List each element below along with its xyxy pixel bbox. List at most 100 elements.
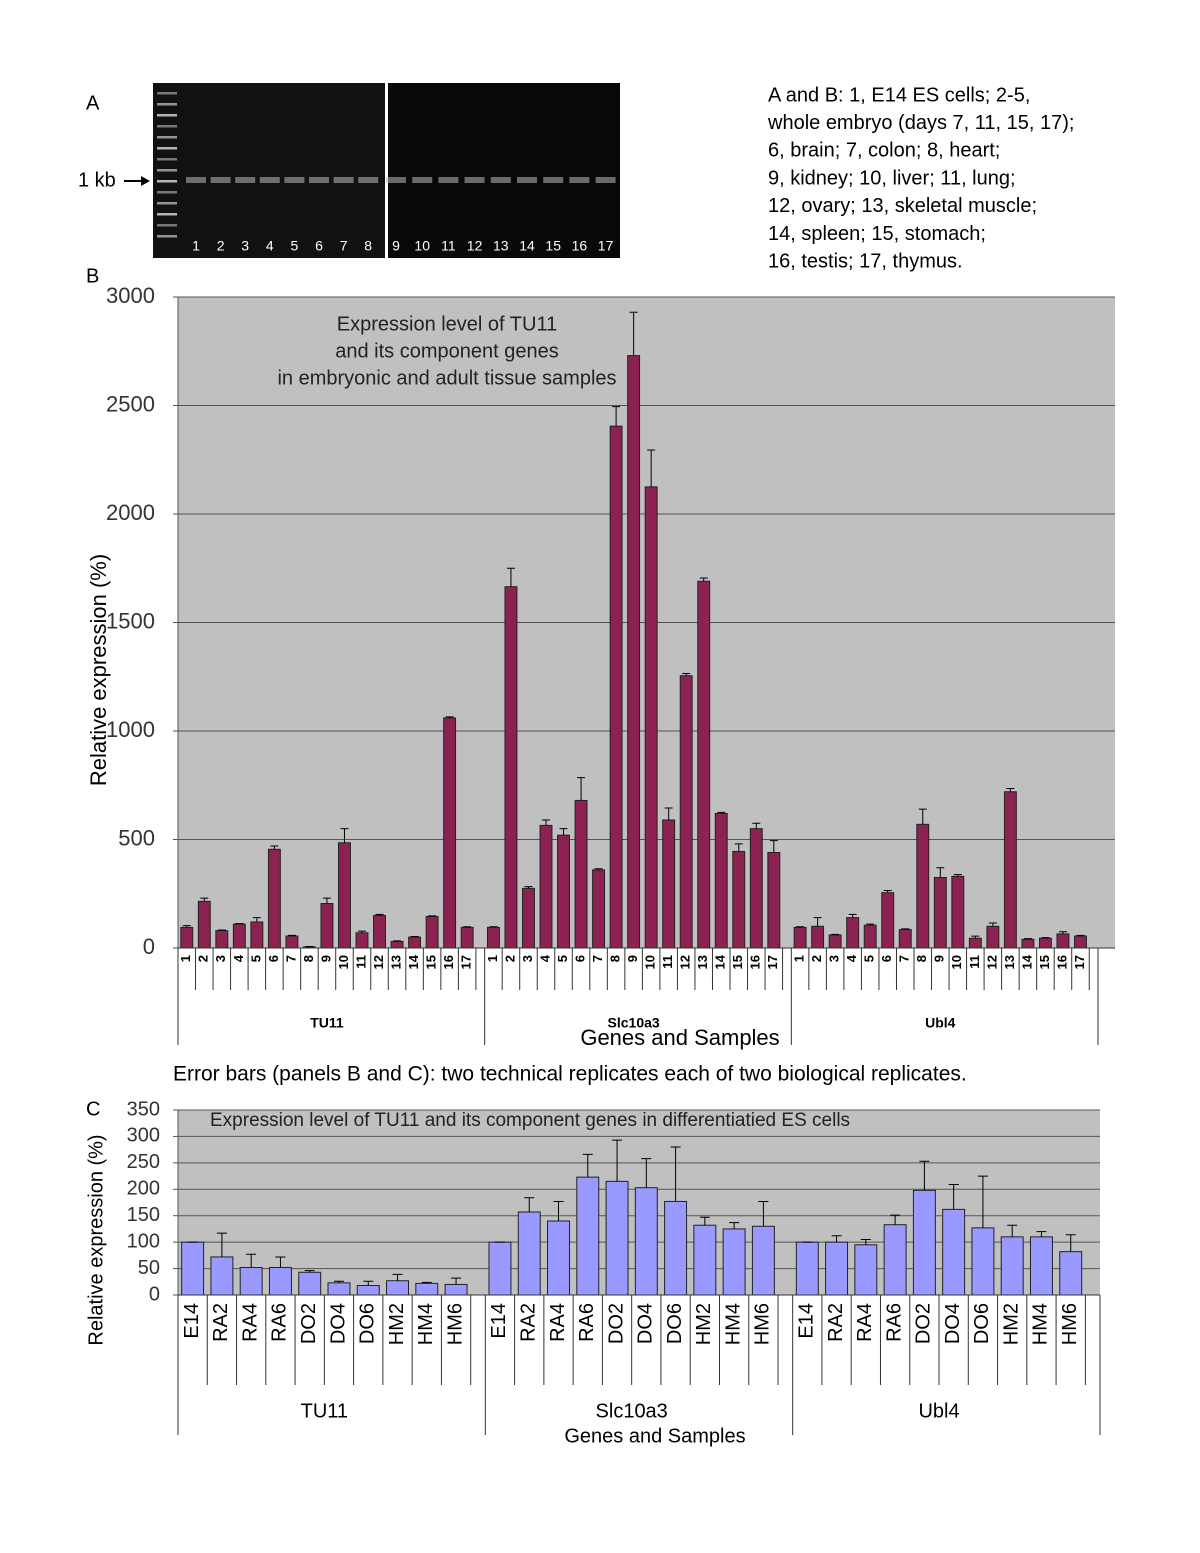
lane-label: 1 [192,238,200,254]
x-tick-label: DO6 [971,1303,993,1344]
bar [267,848,281,949]
x-tick-label: E14 [181,1303,203,1339]
x-tick-label: 8 [608,955,623,962]
error-bar [582,1153,593,1178]
panel-label: B [86,265,99,287]
bar [863,924,877,949]
error-bar [559,828,568,836]
bar [557,834,570,949]
error-bar [410,935,419,938]
bar [298,1271,322,1296]
lane-label: 9 [392,238,400,254]
error-bar [322,897,331,904]
gel-band [464,177,485,183]
error-bar [612,406,621,427]
marker-arrowhead [141,176,150,186]
bar [662,819,676,949]
lane-label: 3 [241,238,249,254]
gel-left [153,83,385,258]
bar [634,1187,658,1296]
bar [415,1282,439,1296]
error-bar [235,922,244,925]
error-bar [1065,1234,1076,1252]
error-bar [682,672,691,676]
x-tick-label: 4 [231,954,246,962]
bar [460,926,474,949]
group-label: Slc10a3 [596,1400,668,1422]
group-label: Ubl4 [925,1015,956,1031]
bar [1056,933,1070,949]
lane-label: 4 [266,238,274,254]
lane-label: 10 [414,238,430,254]
bar [811,925,825,949]
x-tick-label: HM2 [1000,1303,1022,1345]
note: Error bars (panels B and C): two technic… [173,1063,967,1086]
ladder-band [157,136,177,139]
bar [1059,1251,1083,1296]
x-tick-label: HM6 [752,1303,774,1345]
bar [356,1284,380,1296]
bar [592,869,606,949]
ladder-band [157,125,177,128]
bar [883,1224,907,1296]
error-bar [577,777,586,801]
x-tick-label: 12 [678,955,693,969]
x-tick-label: 5 [862,955,877,962]
x-tick-label: 16 [441,955,456,969]
group-label: Ubl4 [918,1400,959,1422]
bar [320,903,334,949]
error-bar [182,925,191,928]
error-bar [421,1281,432,1284]
gel-band [386,177,406,183]
error-bar [699,577,708,582]
error-bar [287,934,296,937]
x-tick-label: 3 [213,955,228,962]
x-tick-label: 7 [590,955,605,962]
group-label: Slc10a3 [608,1015,660,1031]
gel-band [438,177,459,183]
x-tick-label: 2 [809,955,824,962]
x-tick-label: 11 [660,955,675,969]
x-tick-label: 15 [1037,955,1052,969]
lane-label: 6 [315,238,323,254]
gel-band [569,177,590,183]
x-tick-label: 11 [353,955,368,969]
error-bar [246,1253,257,1268]
error-bar [752,822,761,829]
x-tick-label: HM4 [1030,1303,1052,1345]
bar [268,1267,292,1296]
marker-label: 1 kb [78,169,116,191]
error-bar [860,1239,871,1245]
x-tick-label: DO4 [942,1303,964,1344]
x-tick-label: 5 [555,955,570,962]
x-tick-label: 1 [178,955,193,962]
error-bar [629,311,638,356]
x-tick-label: 2 [196,955,211,962]
error-bar [340,828,349,843]
x-tick-label: DO4 [327,1303,349,1344]
error-bar [393,940,402,942]
error-bar [890,1214,901,1225]
bar [327,1282,351,1296]
ladder-band [157,147,177,150]
error-bar [831,1235,842,1243]
y-tick-label: 250 [127,1151,160,1173]
error-bar [901,928,910,930]
error-bar [813,917,822,927]
x-tick-label: HM4 [722,1303,744,1345]
bar [1003,791,1017,949]
bar [793,926,807,949]
lane-label: 14 [519,238,535,254]
x-tick-label: HM6 [1059,1303,1081,1345]
bar [1074,935,1087,949]
error-bar [977,1175,988,1228]
x-tick-label: 5 [248,955,263,962]
bar [749,828,763,949]
x-tick-label: 7 [897,955,912,962]
error-bar [392,1273,403,1281]
bar [933,876,947,949]
y-tick-label: 0 [149,1283,160,1305]
x-tick-label: DO4 [635,1303,657,1344]
x-tick-label: HM2 [693,1303,715,1345]
ladder-band [157,224,177,227]
